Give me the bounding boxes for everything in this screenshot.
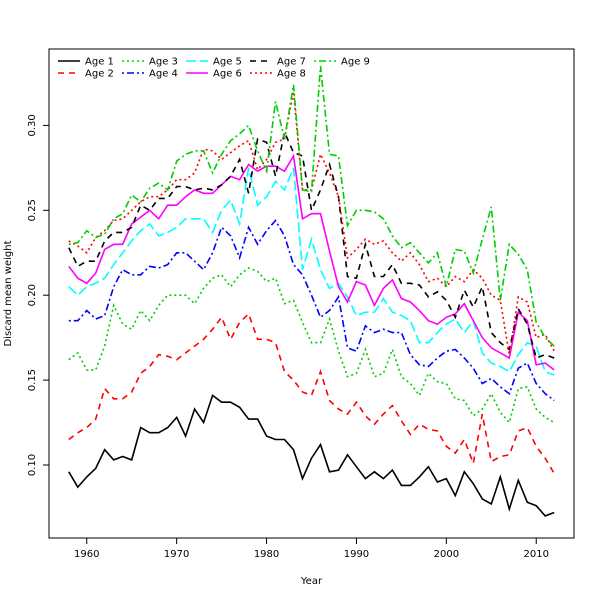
x-tick-label: 1970 (164, 549, 189, 560)
x-axis: 1960 1970 1980 1990 2000 2010 (74, 537, 549, 560)
x-tick-label: 1980 (254, 549, 279, 560)
legend-label: Age 8 (277, 69, 306, 80)
x-tick-label: 1960 (74, 549, 99, 560)
series-line-age-5 (68, 167, 555, 376)
series-line-age-4 (68, 219, 555, 402)
series-line-age-1 (68, 394, 555, 517)
x-tick-label: 2010 (524, 549, 549, 560)
legend-label: Age 3 (149, 57, 178, 68)
series-line-age-2 (68, 312, 555, 474)
y-tick-label: 0.30 (27, 114, 38, 136)
plot-frame (48, 48, 575, 539)
y-tick-label: 0.15 (27, 369, 38, 391)
y-axis: 0.10 0.15 0.20 0.25 0.30 (27, 114, 49, 476)
series-line-age-6 (68, 153, 555, 371)
x-axis-label: Year (300, 576, 323, 587)
series-line-age-3 (68, 267, 555, 425)
y-tick-label: 0.25 (27, 199, 38, 221)
legend-label: Age 7 (277, 57, 306, 68)
legend-label: Age 4 (149, 69, 178, 80)
legend-label: Age 2 (85, 69, 114, 80)
y-tick-label: 0.10 (27, 454, 38, 476)
legend-label: Age 6 (213, 69, 242, 80)
y-tick-label: 0.20 (27, 284, 38, 306)
series-line-age-8 (68, 91, 555, 355)
legend-label: Age 9 (341, 57, 370, 68)
series-lines (68, 65, 555, 517)
y-axis-label: Discard mean weight (3, 240, 14, 346)
legend-label: Age 1 (85, 57, 114, 68)
x-tick-label: 1990 (344, 549, 369, 560)
series-line-age-9 (68, 65, 555, 347)
legend-label: Age 5 (213, 57, 242, 68)
x-tick-label: 2000 (434, 549, 459, 560)
